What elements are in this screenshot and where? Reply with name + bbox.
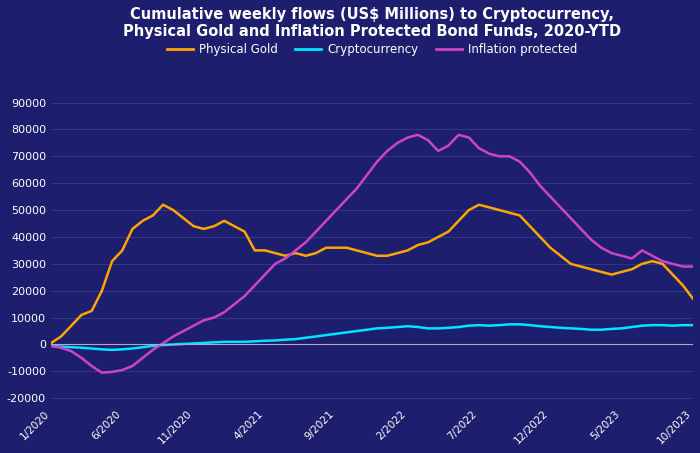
Inflation protected [47,343,55,348]
Cryptocurrency [465,323,473,328]
Physical Gold [128,226,136,231]
Inflation protected [485,151,494,156]
Cryptocurrency [139,344,147,350]
Inflation protected [322,218,330,224]
Cryptocurrency [475,323,483,328]
Physical Gold [159,202,167,207]
Physical Gold [322,245,330,251]
Physical Gold [689,296,697,302]
Legend: Physical Gold, Cryptocurrency, Inflation protected: Physical Gold, Cryptocurrency, Inflation… [162,39,582,61]
Physical Gold [47,340,55,346]
Cryptocurrency [689,323,697,328]
Cryptocurrency [414,324,422,330]
Cryptocurrency [47,343,55,348]
Inflation protected [689,264,697,269]
Physical Gold [373,253,382,259]
Title: Cumulative weekly flows (US$ Millions) to Cryptocurrency,
Physical Gold and Infl: Cumulative weekly flows (US$ Millions) t… [123,7,621,39]
Inflation protected [424,137,433,143]
Line: Inflation protected: Inflation protected [51,135,693,373]
Cryptocurrency [373,326,382,331]
Inflation protected [475,145,483,151]
Cryptocurrency [505,322,514,327]
Inflation protected [139,355,147,361]
Physical Gold [414,242,422,248]
Cryptocurrency [322,333,330,338]
Physical Gold [465,207,473,213]
Inflation protected [98,370,106,376]
Inflation protected [373,159,382,164]
Physical Gold [475,202,483,207]
Cryptocurrency [108,347,116,352]
Line: Cryptocurrency: Cryptocurrency [51,324,693,350]
Line: Physical Gold: Physical Gold [51,205,693,343]
Inflation protected [414,132,422,138]
